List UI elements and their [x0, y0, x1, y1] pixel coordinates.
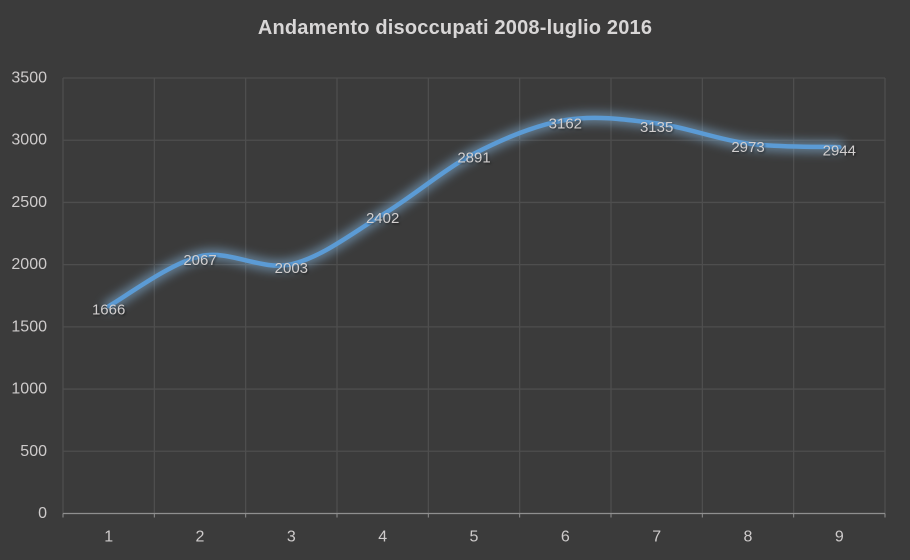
y-axis-tick-label: 2500: [11, 194, 47, 211]
data-point-label: 3135: [640, 119, 673, 136]
x-axis-tick-label: 6: [561, 529, 570, 546]
data-point-label: 2973: [731, 139, 764, 156]
x-axis-tick-label: 2: [196, 529, 205, 546]
y-axis-tick-label: 1000: [11, 381, 47, 398]
y-axis-tick-label: 0: [38, 505, 47, 522]
data-point-label: 3162: [549, 116, 582, 133]
x-axis-tick-label: 4: [378, 529, 387, 546]
data-point-label: 2067: [183, 252, 216, 269]
x-axis-tick-label: 5: [470, 529, 479, 546]
x-axis-tick-label: 1: [104, 529, 113, 546]
series-line-glow: [103, 112, 845, 312]
data-point-label: 2003: [275, 260, 308, 277]
x-axis-tick-label: 7: [652, 529, 661, 546]
data-point-label: 2891: [457, 149, 490, 166]
y-axis-tick-label: 1500: [11, 318, 47, 335]
series-line: [106, 115, 842, 309]
data-point-label: 2944: [823, 143, 856, 160]
chart-title: Andamento disoccupati 2008-luglio 2016: [257, 17, 653, 39]
x-axis-tick-label: 9: [835, 529, 844, 546]
y-axis-tick-label: 500: [20, 443, 47, 460]
x-axis-tick-label: 3: [287, 529, 296, 546]
data-point-label: 1666: [92, 302, 125, 319]
y-axis-tick-label: 3500: [11, 70, 47, 87]
data-point-label: 2402: [366, 210, 399, 227]
y-axis-tick-label: 3000: [11, 132, 47, 149]
y-axis-tick-label: 2000: [11, 256, 47, 273]
x-axis-tick-label: 8: [744, 529, 753, 546]
